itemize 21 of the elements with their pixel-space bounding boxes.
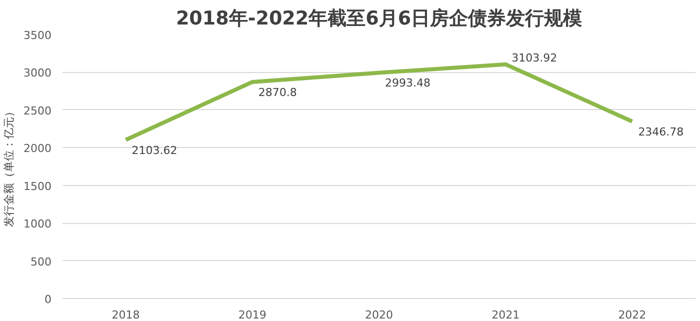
data-label: 3103.92 xyxy=(512,51,558,64)
y-tick-label: 3500 xyxy=(24,29,52,42)
x-tick-label: 2018 xyxy=(112,308,140,321)
data-label: 2993.48 xyxy=(385,76,430,90)
x-tick-label: 2019 xyxy=(238,308,266,321)
y-tick-label: 1000 xyxy=(24,218,52,231)
y-tick-label: 2500 xyxy=(24,104,52,118)
data-label: 2346.78 xyxy=(638,125,684,138)
line-series xyxy=(124,62,634,142)
data-label: 2870.8 xyxy=(258,86,297,99)
y-tick-label: 0 xyxy=(44,293,52,306)
data-label: 2103.62 xyxy=(132,144,178,157)
y-tick-label: 1500 xyxy=(24,180,52,193)
x-tick-label: 2021 xyxy=(492,308,520,321)
y-tick-label: 3000 xyxy=(24,66,52,80)
x-tick-label: 2020 xyxy=(365,308,394,321)
x-tick-label: 2022 xyxy=(618,308,646,321)
chart-title: 2018年-2022年截至6月6日房企债券发行规模 xyxy=(176,8,582,30)
y-axis-title: 发行金额（单位：亿元） xyxy=(2,106,16,227)
y-tick-label: 500 xyxy=(30,255,52,268)
y-tick-label: 2000 xyxy=(24,142,52,156)
